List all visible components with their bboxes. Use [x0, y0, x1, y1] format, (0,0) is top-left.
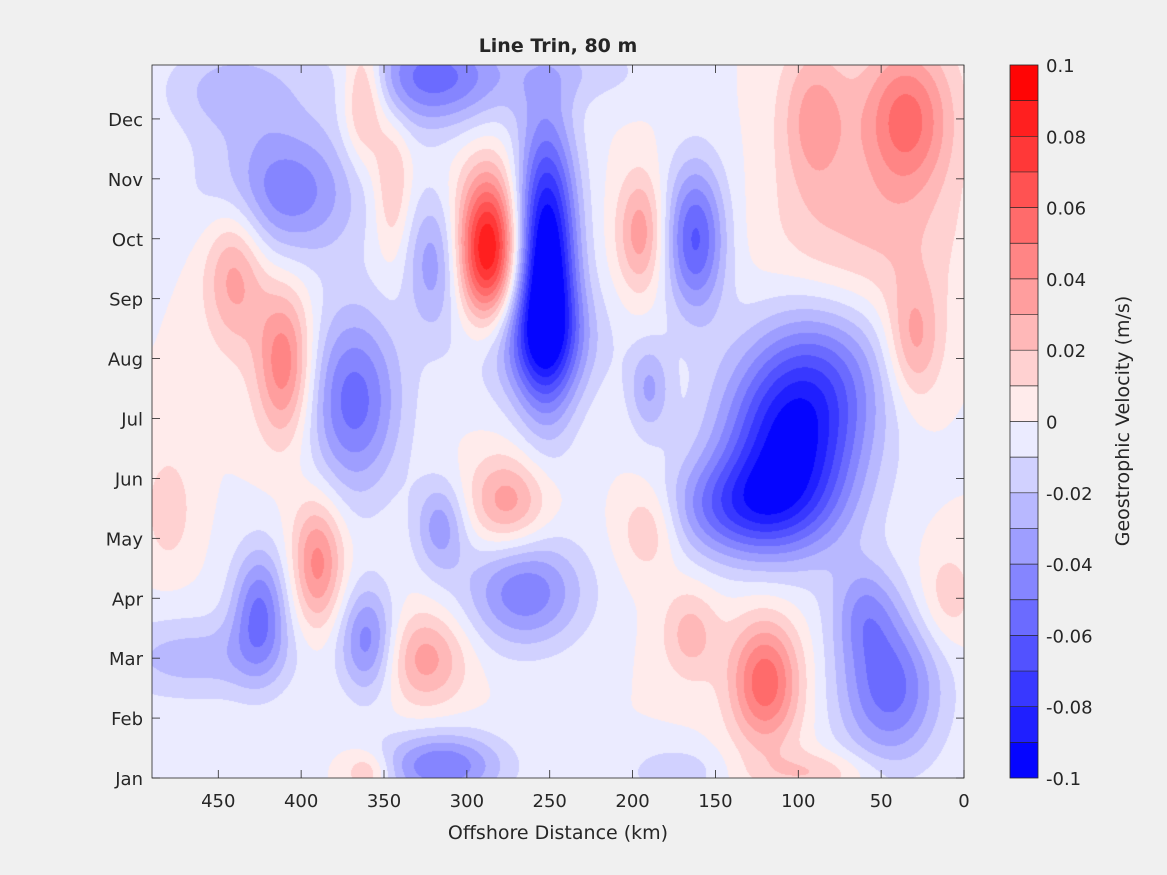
- x-axis-ticks: 450 400 350 300 250 200 150 100 50 0: [201, 65, 970, 812]
- colorbar-tick-label: 0.02: [1046, 341, 1086, 362]
- colorbar-band: [1010, 457, 1038, 493]
- colorbar-band: [1010, 65, 1038, 101]
- colorbar-tick-label: 0.06: [1046, 199, 1086, 220]
- colorbar-band: [1010, 528, 1038, 565]
- x-tick-label: 350: [367, 791, 401, 812]
- x-tick-label: 400: [284, 791, 318, 812]
- colorbar-tick-label: -0.02: [1046, 484, 1093, 505]
- y-tick-label: Jul: [120, 410, 143, 431]
- colorbar-band: [1010, 492, 1038, 529]
- colorbar-tick-label: -0.06: [1046, 626, 1093, 647]
- y-axis-ticks: Jan Feb Mar Apr May Jun Jul Aug Sep Oct Nov Dec: [106, 110, 964, 790]
- colorbar-band: [1010, 599, 1038, 636]
- colorbar-band: [1010, 207, 1038, 244]
- y-tick-label: Jun: [114, 469, 143, 490]
- colorbar-tick-label: 0.08: [1046, 127, 1086, 148]
- y-tick-label: Dec: [108, 110, 143, 131]
- colorbar-tick-label: 0.04: [1046, 270, 1086, 291]
- y-tick-label: Aug: [108, 350, 143, 371]
- colorbar-label: Geostrophic Velocity (m/s): [1112, 296, 1134, 546]
- colorbar-tick-label: -0.08: [1046, 698, 1093, 719]
- colorbar-tick-label: 0.1: [1046, 56, 1075, 77]
- colorbar-band: [1010, 243, 1038, 279]
- colorbar-band: [1010, 706, 1038, 743]
- colorbar-band: [1010, 350, 1038, 386]
- y-tick-label: Oct: [112, 230, 143, 251]
- y-tick-label: May: [106, 529, 144, 550]
- contour-fill-layer: [152, 65, 964, 778]
- colorbar-band: [1010, 742, 1038, 778]
- x-tick-label: 250: [533, 791, 567, 812]
- y-tick-label: Sep: [109, 290, 143, 311]
- plot-frame: [151, 64, 965, 779]
- x-tick-label: 300: [450, 791, 484, 812]
- x-tick-label: 200: [615, 791, 649, 812]
- colorbar-tick-label: -0.04: [1046, 555, 1093, 576]
- colorbar-band: [1010, 171, 1038, 208]
- colorbar-band: [1010, 136, 1038, 172]
- x-axis-label: Offshore Distance (km): [448, 822, 668, 844]
- colorbar-tick-label: -0.1: [1046, 769, 1081, 790]
- y-tick-label: Mar: [109, 649, 144, 670]
- x-tick-label: 100: [781, 791, 815, 812]
- colorbar-band: [1010, 385, 1038, 422]
- y-tick-label: Feb: [111, 709, 143, 730]
- y-tick-label: Nov: [108, 170, 143, 191]
- colorbar-band: [1010, 564, 1038, 600]
- colorbar-band: [1010, 314, 1038, 351]
- chart-title: Line Trin, 80 m: [479, 35, 638, 57]
- colorbar-ticks: 0.1 0.08 0.06 0.04 0.02 0 -0.02 -0.04 -0.06 -0.08…: [1046, 56, 1093, 790]
- x-tick-label: 0: [958, 791, 969, 812]
- y-tick-label: Apr: [112, 589, 144, 610]
- colorbar-band: [1010, 278, 1038, 315]
- colorbar: [1009, 64, 1039, 779]
- contour-image: [152, 65, 964, 778]
- colorbar-band: [1010, 671, 1038, 707]
- colorbar-band: [1010, 635, 1038, 672]
- x-tick-label: 150: [698, 791, 732, 812]
- x-tick-label: 450: [201, 791, 235, 812]
- colorbar-tick-label: 0: [1046, 413, 1057, 434]
- x-tick-label: 50: [870, 791, 893, 812]
- colorbar-band: [1010, 421, 1038, 458]
- colorbar-frame: [1009, 64, 1039, 779]
- colorbar-band: [1010, 100, 1038, 137]
- y-tick-label: Jan: [114, 769, 143, 790]
